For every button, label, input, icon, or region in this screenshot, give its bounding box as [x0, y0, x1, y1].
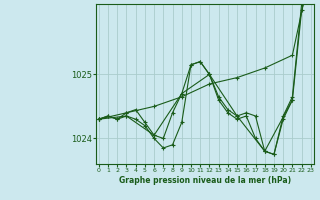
X-axis label: Graphe pression niveau de la mer (hPa): Graphe pression niveau de la mer (hPa): [119, 176, 291, 185]
